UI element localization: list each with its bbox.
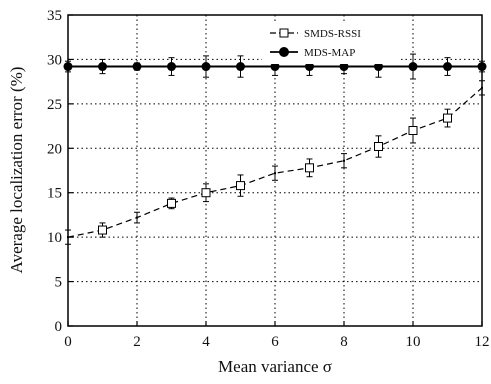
y-tick-label: 0 — [55, 319, 63, 335]
x-tick-label: 0 — [64, 334, 72, 350]
data-point-mds-map — [408, 62, 418, 72]
x-axis-label: Mean variance σ — [218, 357, 332, 376]
data-point-smds-rssi — [343, 159, 345, 162]
x-tick-label: 2 — [133, 334, 141, 350]
x-tick-label: 12 — [475, 334, 490, 350]
legend-marker-mds-map — [279, 47, 289, 57]
data-point-mds-map — [339, 62, 349, 72]
legend-label-smds-rssi: SMDS-RSSI — [304, 28, 361, 40]
data-point-smds-rssi — [236, 181, 245, 191]
data-point-mds-map — [270, 62, 280, 72]
y-axis-label: Average localization error (%) — [7, 67, 26, 274]
data-point-mds-map — [98, 62, 107, 72]
data-point-mds-map — [443, 62, 452, 72]
y-tick-label: 15 — [47, 186, 62, 202]
y-tick-label: 30 — [47, 52, 62, 68]
x-tick-label: 4 — [202, 334, 210, 350]
data-point-smds-rssi — [136, 216, 138, 219]
x-tick-label: 10 — [406, 334, 421, 350]
data-point-mds-map — [305, 62, 314, 72]
y-tick-label: 25 — [47, 97, 62, 113]
y-tick-label: 35 — [47, 8, 62, 24]
data-point-smds-rssi — [408, 126, 418, 136]
data-point-smds-rssi — [201, 188, 211, 198]
y-tick-label: 10 — [47, 230, 62, 246]
data-point-smds-rssi — [274, 172, 276, 175]
legend-label-mds-map: MDS-MAP — [304, 47, 355, 59]
legend-marker-smds-rssi — [279, 28, 289, 38]
ticks: 0 2 4 6 8 10 12 0 5 10 15 20 25 30 35 — [47, 8, 490, 350]
data-point-mds-map — [236, 62, 245, 72]
data-point-mds-map — [374, 62, 383, 72]
data-point-mds-map — [167, 62, 176, 72]
x-tick-label: 6 — [271, 334, 279, 350]
series-layer — [63, 53, 487, 245]
data-point-mds-map — [132, 62, 142, 72]
y-tick-label: 5 — [55, 275, 63, 291]
data-point-mds-map — [201, 62, 211, 72]
data-point-smds-rssi — [443, 113, 452, 123]
data-point-smds-rssi — [98, 225, 107, 235]
legend: SMDS-RSSI MDS-MAP — [262, 21, 400, 64]
data-point-smds-rssi — [374, 142, 383, 152]
data-point-smds-rssi — [167, 198, 176, 208]
x-tick-label: 8 — [340, 334, 348, 350]
y-tick-label: 20 — [47, 141, 62, 157]
data-point-smds-rssi — [305, 163, 314, 173]
